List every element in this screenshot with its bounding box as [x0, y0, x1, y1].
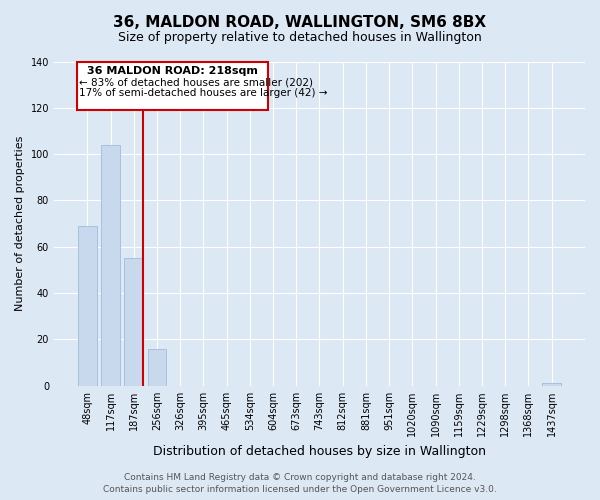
Bar [78, 226, 97, 386]
Text: Contains HM Land Registry data © Crown copyright and database right 2024.
Contai: Contains HM Land Registry data © Crown c… [103, 472, 497, 494]
Bar [542, 384, 561, 386]
Y-axis label: Number of detached properties: Number of detached properties [15, 136, 25, 312]
Bar [101, 145, 120, 386]
Text: 36, MALDON ROAD, WALLINGTON, SM6 8BX: 36, MALDON ROAD, WALLINGTON, SM6 8BX [113, 15, 487, 30]
Bar [124, 258, 143, 386]
X-axis label: Distribution of detached houses by size in Wallington: Distribution of detached houses by size … [153, 444, 486, 458]
Text: ← 83% of detached houses are smaller (202): ← 83% of detached houses are smaller (20… [79, 78, 313, 88]
FancyBboxPatch shape [77, 62, 268, 110]
Bar [148, 348, 166, 386]
Text: 17% of semi-detached houses are larger (42) →: 17% of semi-detached houses are larger (… [79, 88, 328, 98]
Text: Size of property relative to detached houses in Wallington: Size of property relative to detached ho… [118, 31, 482, 44]
Text: 36 MALDON ROAD: 218sqm: 36 MALDON ROAD: 218sqm [87, 66, 258, 76]
